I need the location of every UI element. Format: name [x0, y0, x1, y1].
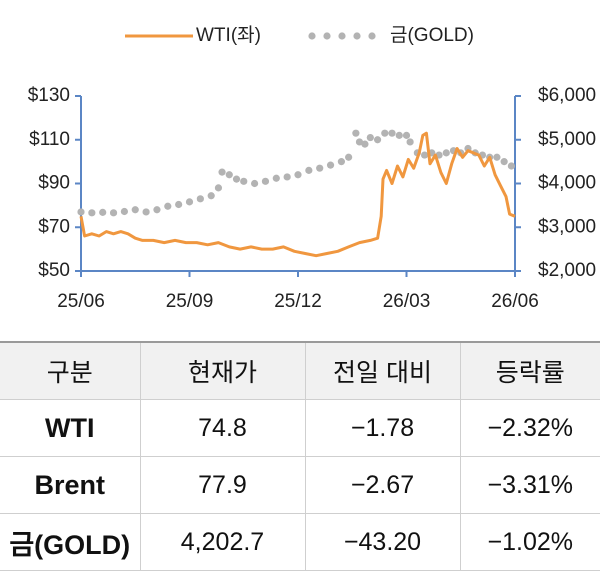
gold-dot [381, 129, 389, 137]
gold-dot [507, 162, 515, 170]
price-table: 구분 현재가 전일 대비 등락률 WTI 74.8 −1.78 −2.32% Brent 77.… [0, 341, 600, 571]
cell: −2.67 [304, 456, 460, 514]
gold-dot [120, 207, 128, 216]
gold-dot [153, 206, 161, 214]
gold-dot [493, 153, 501, 161]
gold-dot [283, 173, 291, 181]
chart: $50 $70 $90 $110 $130 $2,000 $3,000 $4,000 $5,00… [28, 24, 596, 312]
x-tick-label: 25/12 [274, 291, 322, 312]
row-label: 금(GOLD) [0, 513, 140, 571]
gold-dot [225, 171, 233, 179]
gold-dot [272, 174, 280, 182]
table-row: 금(GOLD) 4,202.7 −43.20 −1.02% [0, 513, 600, 571]
gold-dot [175, 200, 183, 209]
cell: 77.9 [139, 456, 305, 514]
y-tick-label: $50 [38, 260, 70, 281]
gold-dot [109, 209, 118, 217]
header-cell: 현재가 [139, 341, 305, 400]
cell: 74.8 [139, 399, 305, 457]
header-cell: 등락률 [459, 341, 600, 400]
gold-dot [326, 161, 335, 169]
x-tick-label: 25/06 [57, 291, 105, 312]
x-tick-label: 25/09 [166, 291, 214, 312]
header-cell: 전일 대비 [304, 341, 460, 400]
y-tick-label: $110 [29, 129, 70, 150]
gold-dot [345, 153, 353, 161]
wti-line [79, 131, 516, 258]
gold-dot [305, 166, 313, 174]
y2-tick-label: $2,000 [538, 260, 596, 281]
y-tick-label: $90 [38, 173, 70, 194]
row-label: WTI [0, 399, 140, 457]
cell: −43.20 [304, 513, 460, 571]
legend-swatch [308, 32, 316, 40]
x-tick-label: 26/03 [383, 291, 431, 312]
legend-swatch [338, 32, 346, 40]
y2-tick-label: $6,000 [538, 85, 596, 106]
x-tick-label: 26/06 [491, 291, 539, 312]
legend-label: 금(GOLD) [390, 25, 474, 46]
gold-dot [142, 208, 150, 216]
legend-swatch [323, 32, 331, 40]
gold-dot [251, 179, 259, 188]
gold-dot [395, 131, 403, 139]
gold-dot [164, 202, 172, 210]
legend-label: WTI(좌) [196, 24, 261, 46]
gold-dot [366, 133, 374, 142]
y2-tick-label: $4,000 [538, 173, 596, 194]
y2-tick-label: $5,000 [538, 129, 596, 150]
gold-dot [131, 206, 139, 214]
cell: −1.78 [304, 399, 460, 457]
gold-dot [232, 175, 241, 183]
gold-dot [442, 149, 450, 157]
y-tick-label: $70 [38, 216, 70, 237]
table-row: WTI 74.8 −1.78 −2.32% [0, 399, 600, 457]
cell: −1.02% [459, 513, 600, 571]
gold-dot [196, 195, 204, 203]
cell: 4,202.7 [139, 513, 305, 571]
gold-dot [352, 129, 360, 137]
gold-dot [218, 168, 226, 176]
gold-dot [77, 208, 85, 216]
gold-dot [207, 192, 215, 200]
gold-dot [406, 138, 414, 146]
y-tick-label: $130 [28, 85, 70, 106]
y2-tick-label: $3,000 [538, 216, 596, 237]
row-label: Brent [0, 456, 140, 514]
gold-dot [316, 164, 324, 172]
gold-dot [337, 158, 345, 166]
gold-dot [88, 209, 96, 217]
gold-dot [361, 140, 369, 148]
gold-dot [99, 208, 107, 216]
header-row: 구분 현재가 전일 대비 등락률 [0, 341, 600, 400]
gold-dot [388, 129, 396, 137]
gold-dot [240, 177, 248, 185]
gold-dot [420, 151, 429, 159]
table-row: Brent 77.9 −2.67 −3.31% [0, 456, 600, 514]
gold-dot [185, 198, 194, 206]
gold-dot [500, 158, 508, 166]
gold-dot [355, 138, 364, 146]
gold-dot [402, 131, 411, 139]
legend-swatch [368, 32, 376, 40]
legend-swatch [353, 32, 361, 40]
header-cell: 구분 [0, 341, 140, 400]
cell: −2.32% [459, 399, 600, 457]
cell: −3.31% [459, 456, 600, 514]
gold-dot [261, 177, 270, 185]
gold-dot [294, 171, 302, 179]
gold-dot [373, 136, 382, 144]
gold-dot [214, 184, 223, 192]
